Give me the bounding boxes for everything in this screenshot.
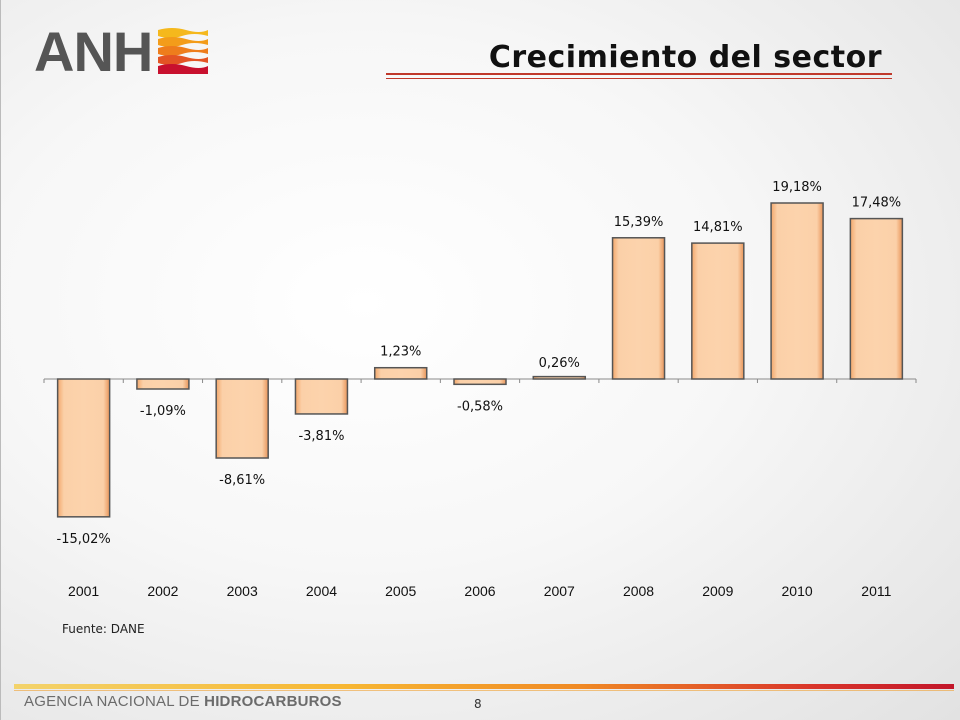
slide-border — [0, 0, 1, 720]
bar-2003 — [215, 378, 269, 459]
bar-2001 — [56, 378, 111, 518]
logo-flag-icon — [158, 28, 208, 74]
x-tick-label-2004: 2004 — [306, 583, 337, 599]
bar-2011 — [849, 217, 904, 380]
bar-2007 — [532, 375, 587, 380]
footer-org-prefix: AGENCIA NACIONAL DE — [24, 693, 205, 710]
data-label-2009: 14,81% — [693, 220, 743, 235]
data-label-2005: 1,23% — [380, 345, 421, 360]
data-label-2004: -3,81% — [298, 429, 344, 444]
logo-text: ANH — [34, 20, 153, 83]
x-tick-label-2011: 2011 — [861, 583, 891, 599]
source-note: Fuente: DANE — [62, 622, 145, 636]
x-tick-label-2002: 2002 — [147, 583, 178, 599]
title-underline-thin — [386, 78, 892, 79]
data-label-2007: 0,26% — [539, 356, 580, 371]
bar-2008 — [611, 237, 666, 380]
bar-2010 — [770, 202, 824, 380]
x-tick-label-2006: 2006 — [464, 583, 495, 599]
footer-agency-name: AGENCIA NACIONAL DE HIDROCARBUROS — [24, 693, 342, 710]
footer-org-bold: HIDROCARBUROS — [204, 693, 342, 710]
title-underline — [386, 73, 892, 75]
data-label-2003: -8,61% — [219, 473, 265, 488]
data-label-2006: -0,58% — [457, 399, 503, 414]
data-label-2002: -1,09% — [140, 404, 186, 419]
x-tick-label-2010: 2010 — [782, 583, 813, 599]
footer-line — [14, 690, 954, 691]
data-label-2011: 17,48% — [852, 196, 902, 211]
x-tick-label-2007: 2007 — [544, 583, 575, 599]
x-tick-label-2009: 2009 — [702, 583, 733, 599]
data-label-2001: -15,02% — [57, 532, 111, 547]
data-label-2008: 15,39% — [614, 215, 664, 230]
bar-2006 — [453, 378, 507, 386]
page-number: 8 — [474, 697, 482, 711]
bar-2009 — [691, 242, 745, 380]
x-tick-label-2001: 2001 — [68, 583, 99, 599]
x-tick-label-2005: 2005 — [385, 583, 416, 599]
x-tick-label-2008: 2008 — [623, 583, 654, 599]
footer-gradient-bar — [14, 684, 954, 689]
x-tick-label-2003: 2003 — [227, 583, 258, 599]
bar-2005 — [373, 366, 428, 380]
bar-2004 — [294, 378, 349, 415]
data-label-2010: 19,18% — [772, 180, 822, 195]
anh-logo: ANH — [34, 24, 214, 80]
page-title: Crecimiento del sector — [488, 40, 882, 75]
bar-2002 — [136, 378, 190, 390]
